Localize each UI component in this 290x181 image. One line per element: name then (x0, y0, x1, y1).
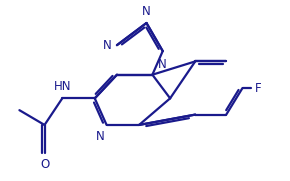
Text: N: N (103, 39, 112, 52)
Text: N: N (95, 130, 104, 143)
Text: HN: HN (54, 80, 71, 93)
Text: O: O (40, 158, 49, 171)
Text: F: F (255, 81, 262, 94)
Text: N: N (158, 58, 166, 71)
Text: N: N (142, 5, 151, 18)
